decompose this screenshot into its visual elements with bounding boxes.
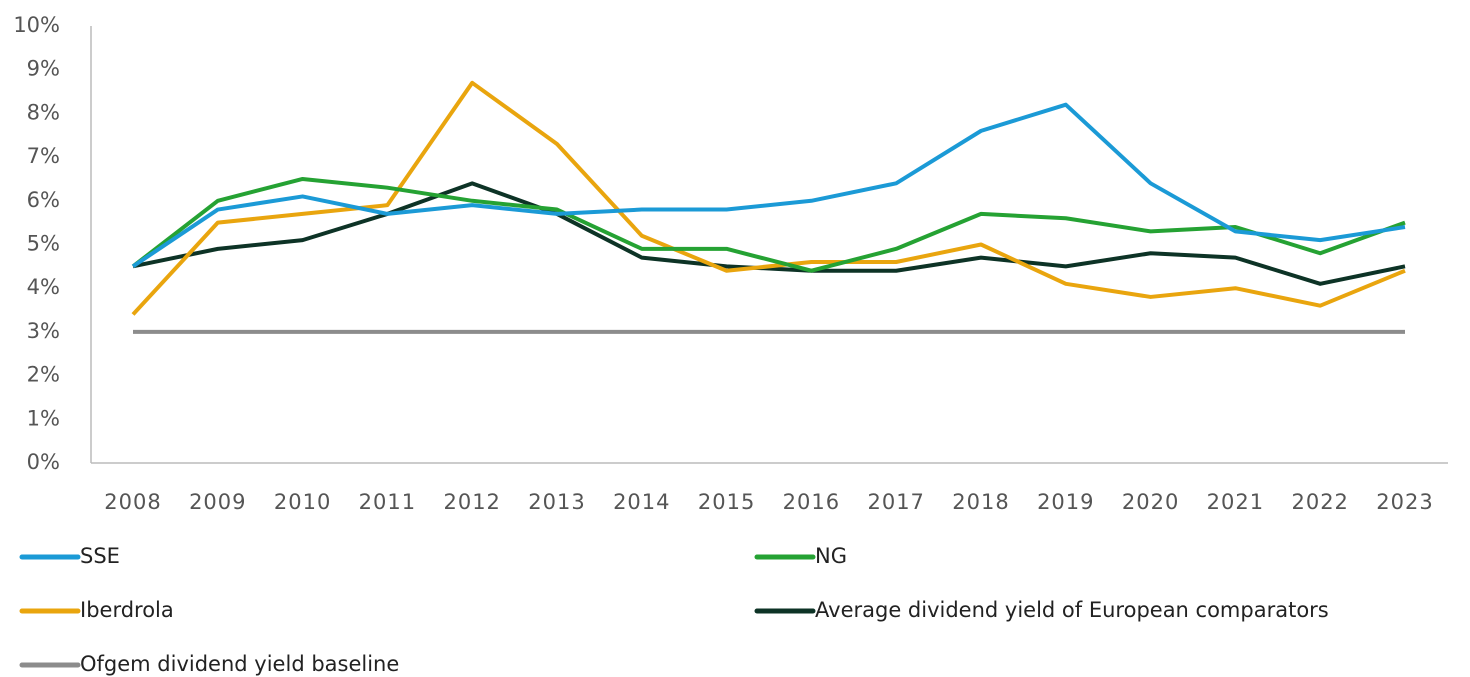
legend-label: NG	[815, 544, 847, 568]
x-tick-label: 2013	[528, 490, 585, 514]
y-tick-label: 1%	[27, 406, 60, 430]
y-tick-label: 9%	[27, 57, 60, 81]
y-tick-label: 5%	[27, 232, 60, 256]
x-tick-label: 2023	[1376, 490, 1433, 514]
legend-label: Average dividend yield of European compa…	[815, 598, 1329, 622]
x-tick-label: 2016	[783, 490, 840, 514]
x-tick-label: 2009	[189, 490, 246, 514]
series-line	[131, 102, 1406, 269]
x-tick-label: 2014	[613, 490, 670, 514]
x-tick-label: 2017	[867, 490, 924, 514]
y-tick-label: 7%	[27, 144, 60, 168]
y-tick-label: 10%	[13, 13, 60, 37]
x-tick-label: 2010	[274, 490, 331, 514]
y-tick-label: 8%	[27, 100, 60, 124]
x-tick-label: 2021	[1207, 490, 1264, 514]
x-tick-label: 2019	[1037, 490, 1094, 514]
y-tick-label: 2%	[27, 363, 60, 387]
series-line	[132, 181, 1406, 286]
x-tick-label: 2022	[1291, 490, 1348, 514]
legend-label: Iberdrola	[80, 598, 174, 622]
x-tick-label: 2020	[1122, 490, 1179, 514]
x-tick-label: 2011	[359, 490, 416, 514]
series-line	[131, 176, 1406, 273]
y-tick-label: 0%	[27, 450, 60, 474]
x-tick-label: 2018	[952, 490, 1009, 514]
y-tick-label: 4%	[27, 275, 60, 299]
legend-label: SSE	[80, 544, 120, 568]
x-tick-label: 2015	[698, 490, 755, 514]
x-tick-label: 2012	[443, 490, 500, 514]
y-tick-label: 6%	[27, 188, 60, 212]
legend-label: Ofgem dividend yield baseline	[80, 652, 399, 676]
y-tick-label: 3%	[27, 319, 60, 343]
series-line	[131, 80, 1406, 316]
x-tick-label: 2008	[104, 490, 161, 514]
